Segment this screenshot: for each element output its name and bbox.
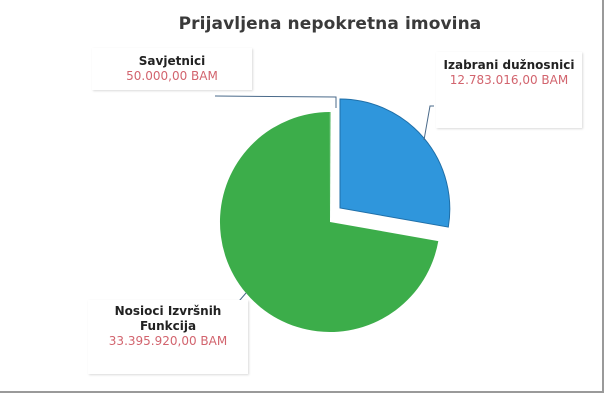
chart-frame (0, 0, 604, 393)
pie-slice-savjetnici[interactable] (329, 111, 331, 222)
label-izabrani-value: 12.783.016,00 BAM (449, 73, 569, 87)
label-nosioci-name-line2: Funkcija (139, 319, 197, 333)
leader-line-izabrani (423, 105, 434, 141)
label-savjetnici-value: 50.000,00 BAM (126, 69, 218, 83)
label-izabrani-name: Izabrani dužnosnici (443, 58, 575, 72)
chart-title: Prijavljena nepokretna imovina (178, 14, 482, 34)
callout-nosioci: Nosioci Izvršnih Funkcija 33.395.920,00 … (88, 300, 248, 374)
leader-line-savjetnici (214, 95, 337, 108)
label-nosioci-value: 33.395.920,00 BAM (108, 334, 228, 348)
callout-savjetnici: Savjetnici 50.000,00 BAM (92, 48, 252, 90)
pie-slice-izabrani[interactable] (339, 98, 451, 228)
label-nosioci-name-line1: Nosioci Izvršnih (114, 304, 222, 318)
callout-izabrani: Izabrani dužnosnici 12.783.016,00 BAM (436, 52, 582, 128)
pie-slice-nosioci[interactable] (219, 112, 439, 332)
label-savjetnici-name: Savjetnici (138, 54, 206, 68)
